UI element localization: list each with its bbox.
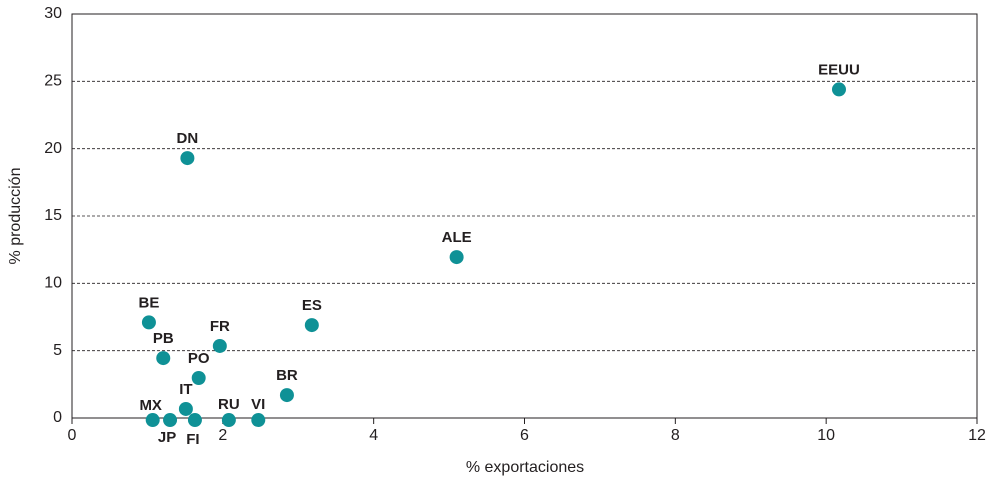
point-label: VI [251, 396, 265, 413]
x-tick-label: 10 [817, 427, 835, 444]
point [304, 318, 319, 333]
x-axis-title: % exportaciones [466, 459, 584, 476]
x-tick-label: 12 [968, 427, 986, 444]
point [156, 351, 171, 366]
point-label: EEUU [818, 61, 860, 78]
y-tick-label: 25 [44, 73, 62, 90]
point-label: JP [158, 429, 176, 446]
y-tick-label: 30 [44, 5, 62, 22]
x-tick-label: 0 [68, 427, 77, 444]
point-label: FI [186, 431, 199, 448]
point-label: RU [218, 396, 240, 413]
point-label: PB [153, 330, 174, 347]
y-axis-title: % producción [7, 168, 24, 265]
point [191, 371, 206, 386]
point-label: ALE [442, 229, 472, 246]
x-tick-label: 6 [520, 427, 529, 444]
point [178, 401, 193, 416]
point-label: IT [179, 381, 192, 398]
point [163, 413, 178, 428]
point-label: FR [210, 318, 230, 335]
point [180, 151, 195, 166]
point [279, 388, 294, 403]
y-tick-label: 0 [53, 409, 62, 426]
point-label: BE [139, 294, 160, 311]
point [212, 338, 227, 353]
y-tick-label: 5 [53, 342, 62, 359]
plot-frame [71, 13, 978, 419]
x-tick-label: 2 [218, 427, 227, 444]
point-label: BR [276, 367, 298, 384]
point-label: ES [302, 297, 322, 314]
point [141, 315, 156, 330]
x-tick-label: 4 [369, 427, 378, 444]
x-tick-label: 8 [671, 427, 680, 444]
point [449, 250, 464, 265]
point [221, 413, 236, 428]
point [251, 413, 266, 428]
point-label: MX [139, 397, 162, 414]
point [145, 413, 160, 428]
y-tick-label: 10 [44, 275, 62, 292]
point-label: DN [177, 130, 199, 147]
y-tick-label: 15 [44, 207, 62, 224]
y-tick-label: 20 [44, 140, 62, 157]
point [187, 413, 202, 428]
point [831, 82, 846, 97]
point-label: PO [188, 350, 210, 367]
